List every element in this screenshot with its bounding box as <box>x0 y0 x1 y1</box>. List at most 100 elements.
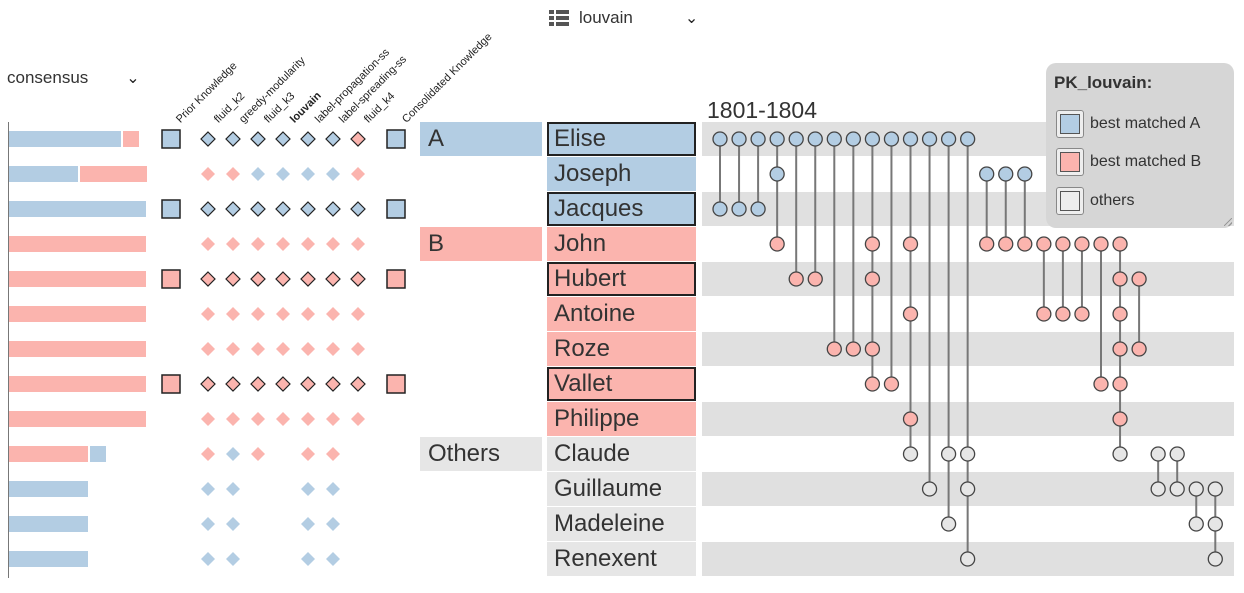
person-name[interactable]: Jacques <box>547 192 696 226</box>
event-node[interactable] <box>883 376 900 392</box>
event-node[interactable] <box>902 131 919 147</box>
consolidated-knowledge-square <box>386 374 406 394</box>
resize-grip-icon[interactable] <box>1224 218 1232 226</box>
membership-diamond <box>226 167 240 181</box>
consensus-select[interactable]: consensus ⌄ <box>7 68 140 88</box>
event-node[interactable] <box>807 271 823 287</box>
event-node[interactable] <box>921 481 938 497</box>
event-node[interactable] <box>1131 271 1147 287</box>
event-node[interactable] <box>1112 306 1128 322</box>
event-node[interactable] <box>979 166 995 182</box>
event-node[interactable] <box>940 516 957 532</box>
event-node[interactable] <box>788 271 804 287</box>
event-node[interactable] <box>1150 446 1166 462</box>
event-node[interactable] <box>1036 306 1052 322</box>
membership-diamond <box>351 237 365 251</box>
event-node[interactable] <box>1112 411 1128 427</box>
event-node[interactable] <box>750 201 766 217</box>
event-node[interactable] <box>788 131 804 147</box>
event-node[interactable] <box>1112 446 1128 462</box>
event-node[interactable] <box>1131 341 1147 357</box>
event-node[interactable] <box>1074 306 1090 322</box>
event-node[interactable] <box>769 166 785 182</box>
legend-item-others[interactable]: others <box>1056 185 1134 217</box>
legend-panel[interactable]: PK_louvain: best matched A best matched … <box>1046 63 1234 228</box>
person-name[interactable]: Vallet <box>547 367 696 401</box>
event-node[interactable] <box>1055 306 1071 322</box>
membership-diamond <box>351 167 365 181</box>
event-node[interactable] <box>960 446 976 462</box>
event-node[interactable] <box>1112 341 1128 357</box>
consensus-select-label: consensus <box>7 68 89 87</box>
event-node[interactable] <box>979 236 995 252</box>
legend-item-a[interactable]: best matched A <box>1056 108 1200 140</box>
membership-diamond <box>201 482 215 496</box>
person-name[interactable]: Joseph <box>547 157 696 191</box>
membership-diamond <box>225 376 241 392</box>
person-name[interactable]: John <box>547 227 696 261</box>
event-node[interactable] <box>826 341 842 357</box>
event-node[interactable] <box>712 201 728 217</box>
event-node[interactable] <box>807 131 823 147</box>
legend-item-b[interactable]: best matched B <box>1056 146 1201 178</box>
algorithm-select[interactable]: louvain ⌄ <box>549 8 698 28</box>
event-node[interactable] <box>826 131 842 147</box>
person-name[interactable]: Renexent <box>547 542 696 576</box>
event-node[interactable] <box>731 201 747 217</box>
event-node[interactable] <box>1188 481 1204 497</box>
event-node[interactable] <box>1112 271 1128 287</box>
event-node[interactable] <box>1017 236 1033 252</box>
event-node[interactable] <box>998 236 1014 252</box>
event-node[interactable] <box>902 236 919 252</box>
person-name[interactable]: Antoine <box>547 297 696 331</box>
event-node[interactable] <box>769 236 785 252</box>
event-node[interactable] <box>731 131 747 147</box>
event-node[interactable] <box>864 131 881 147</box>
event-node[interactable] <box>940 131 957 147</box>
event-node[interactable] <box>1093 236 1109 252</box>
event-node[interactable] <box>1150 481 1166 497</box>
event-node[interactable] <box>960 551 976 567</box>
event-node[interactable] <box>902 446 919 462</box>
event-node[interactable] <box>1093 376 1109 392</box>
event-node[interactable] <box>998 166 1014 182</box>
event-node[interactable] <box>1017 166 1033 182</box>
event-node[interactable] <box>712 131 728 147</box>
membership-diamond <box>201 412 215 426</box>
event-node[interactable] <box>1207 551 1223 567</box>
event-node[interactable] <box>864 376 881 392</box>
person-name[interactable]: Claude <box>547 437 696 471</box>
person-name[interactable]: Hubert <box>547 262 696 296</box>
event-node[interactable] <box>1112 236 1128 252</box>
event-node[interactable] <box>1207 481 1223 497</box>
person-name[interactable]: Guillaume <box>547 472 696 506</box>
event-node[interactable] <box>960 131 976 147</box>
person-name[interactable]: Elise <box>547 122 696 156</box>
event-node[interactable] <box>750 131 766 147</box>
person-name[interactable]: Roze <box>547 332 696 366</box>
person-name[interactable]: Philippe <box>547 402 696 436</box>
event-node[interactable] <box>883 131 900 147</box>
event-node[interactable] <box>902 411 919 427</box>
event-node[interactable] <box>940 446 957 462</box>
event-node[interactable] <box>1055 236 1071 252</box>
event-node[interactable] <box>902 306 919 322</box>
person-name[interactable]: Madeleine <box>547 507 696 541</box>
event-node[interactable] <box>864 341 881 357</box>
event-node[interactable] <box>921 131 938 147</box>
event-node[interactable] <box>1036 236 1052 252</box>
event-node[interactable] <box>1169 481 1185 497</box>
event-node[interactable] <box>1207 516 1223 532</box>
event-node[interactable] <box>864 236 881 252</box>
event-node[interactable] <box>845 341 861 357</box>
event-node[interactable] <box>960 481 976 497</box>
membership-diamond <box>276 167 290 181</box>
event-node[interactable] <box>1112 376 1128 392</box>
event-node[interactable] <box>864 271 881 287</box>
event-node[interactable] <box>1169 446 1185 462</box>
event-node[interactable] <box>769 131 785 147</box>
event-node[interactable] <box>1188 516 1204 532</box>
event-node[interactable] <box>1074 236 1090 252</box>
membership-diamond <box>276 412 290 426</box>
event-node[interactable] <box>845 131 861 147</box>
